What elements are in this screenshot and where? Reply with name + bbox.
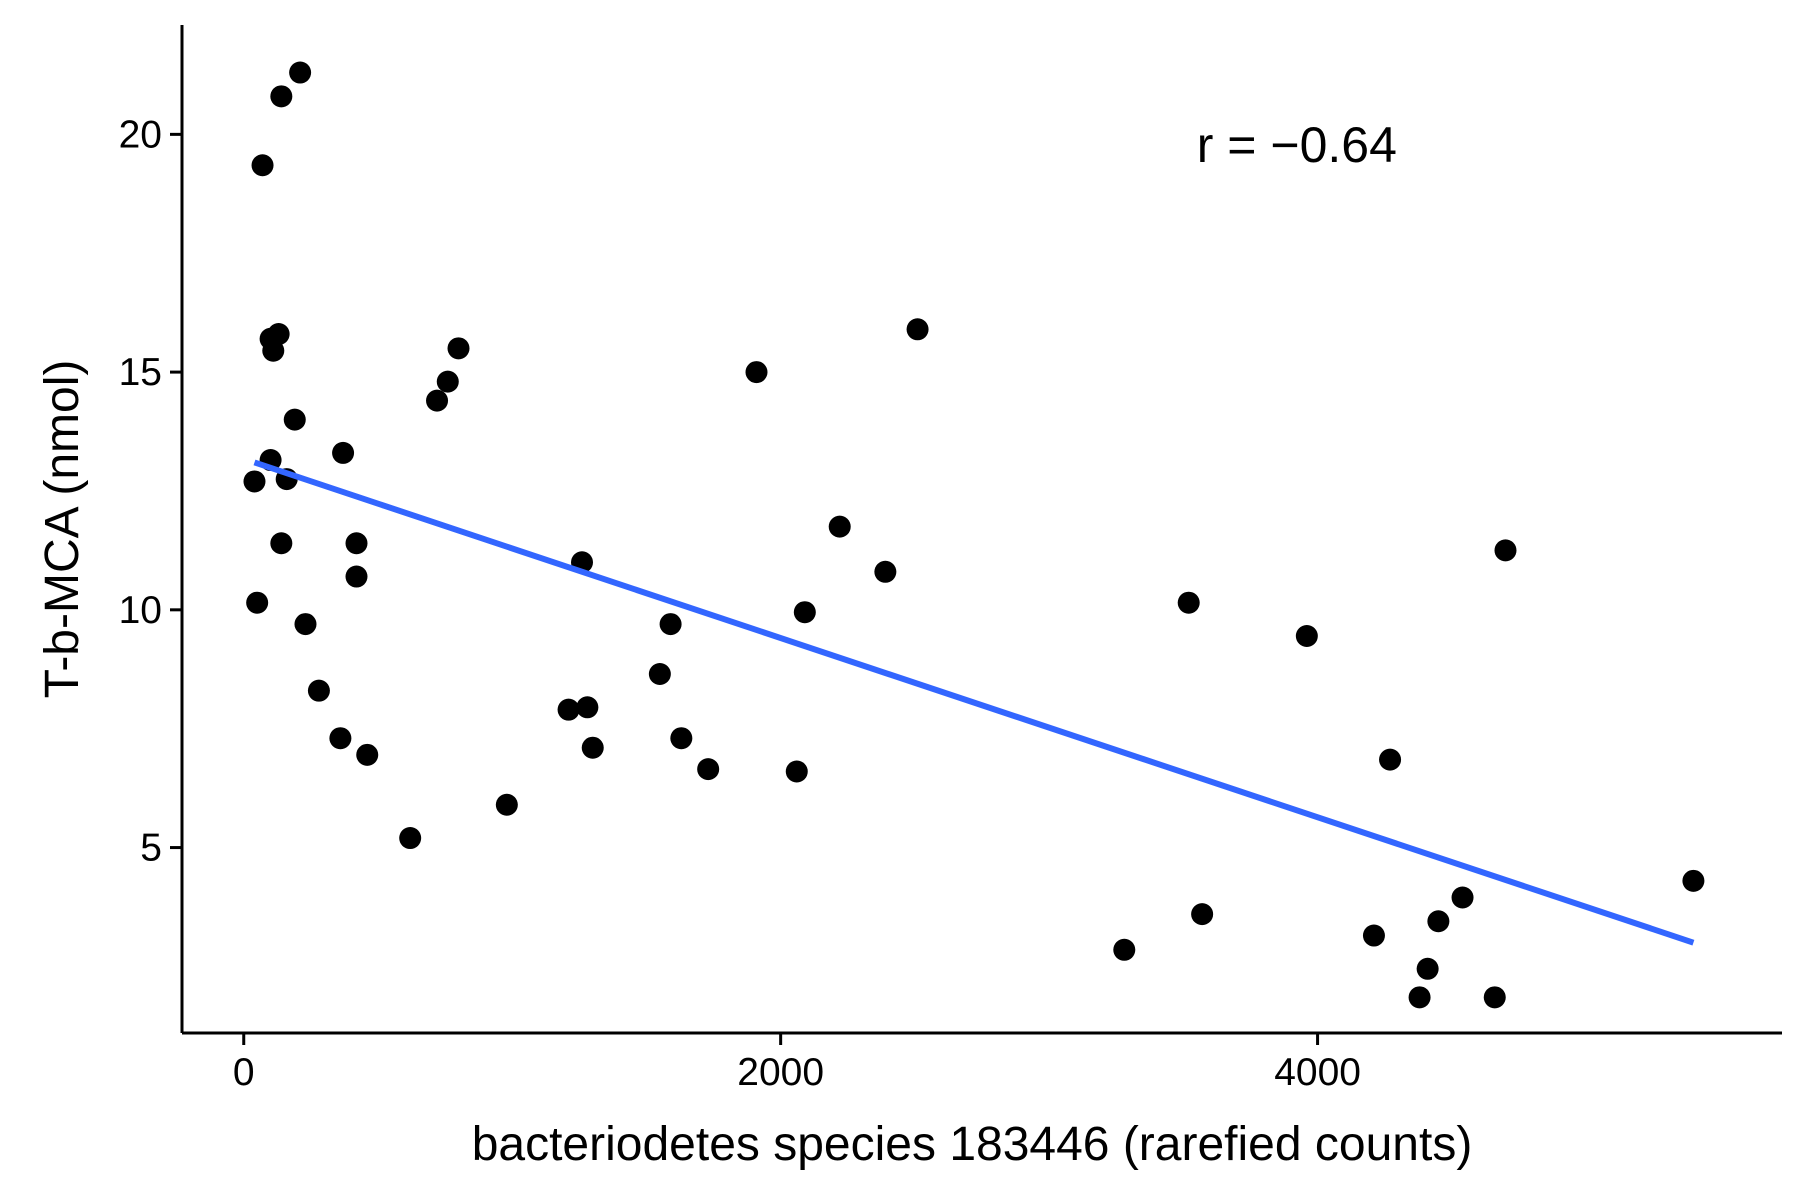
x-axis-title: bacteriodetes species 183446 (rarefied c… [472, 1118, 1473, 1171]
data-point [283, 408, 306, 431]
data-point [697, 758, 720, 781]
data-point [246, 591, 269, 614]
data-point [828, 515, 851, 538]
data-point [1362, 924, 1385, 947]
data-point [1451, 886, 1474, 909]
data-point [270, 532, 293, 555]
points-layer [243, 61, 1705, 1009]
regression-line [253, 459, 1695, 946]
x-tick-label: 2000 [737, 1051, 824, 1094]
data-point [345, 532, 368, 555]
data-point [1427, 910, 1450, 933]
data-point [447, 337, 470, 360]
x-tick-label: 0 [233, 1051, 255, 1094]
data-point [1191, 903, 1214, 926]
data-point [576, 696, 599, 719]
data-point [659, 613, 682, 636]
data-point [1113, 938, 1136, 961]
y-tick-label: 10 [119, 589, 162, 632]
data-point [1379, 748, 1402, 771]
data-point [557, 698, 580, 721]
y-tick-label: 15 [119, 351, 162, 394]
data-point [793, 601, 816, 624]
data-point [307, 679, 330, 702]
data-point [648, 663, 671, 686]
data-point [1483, 986, 1506, 1009]
data-point [356, 743, 379, 766]
data-point [581, 736, 604, 759]
data-point [262, 339, 285, 362]
y-tick-label: 20 [119, 113, 162, 156]
data-point [1494, 539, 1517, 562]
data-point [329, 727, 352, 750]
data-point [906, 318, 929, 341]
data-point [745, 361, 768, 384]
data-point [267, 323, 290, 346]
data-point [345, 565, 368, 588]
data-point [1295, 624, 1318, 647]
data-point [670, 727, 693, 750]
data-point [270, 85, 293, 108]
correlation-annotation: r = −0.64 [1197, 117, 1397, 173]
data-point [251, 154, 274, 177]
x-tick-label: 4000 [1274, 1051, 1361, 1094]
y-tick-label: 5 [140, 827, 162, 870]
y-axis-title: T-b-MCA (nmol) [36, 360, 89, 699]
data-point [426, 389, 449, 412]
data-point [1408, 986, 1431, 1009]
data-point [785, 760, 808, 783]
data-point [874, 560, 897, 583]
data-point [1177, 591, 1200, 614]
data-point [495, 793, 518, 816]
data-point [436, 370, 459, 393]
ticks-layer: 0 2000 4000 5 10 15 20 [119, 113, 1361, 1094]
data-point [1682, 869, 1705, 892]
data-point [332, 441, 355, 464]
data-point [243, 470, 266, 493]
data-point [294, 613, 317, 636]
data-point [1416, 957, 1439, 980]
data-point [289, 61, 312, 84]
data-point [399, 827, 422, 850]
